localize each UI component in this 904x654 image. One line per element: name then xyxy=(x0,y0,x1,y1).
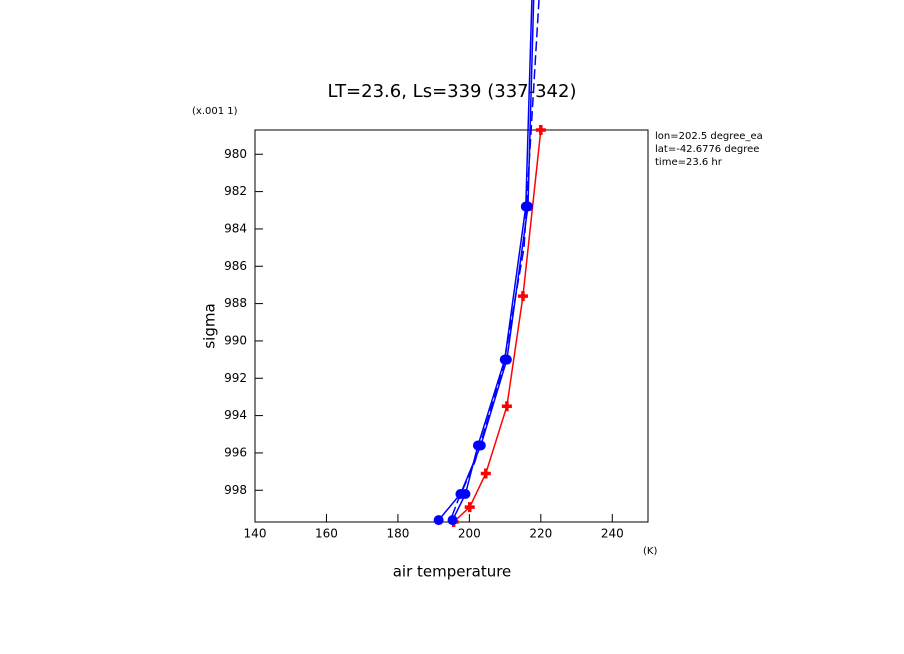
series-line xyxy=(438,0,535,521)
y-axis-label: sigma xyxy=(201,303,219,348)
x-axis-label: air temperature xyxy=(393,563,512,581)
x-tick-label: 160 xyxy=(315,527,338,541)
marker xyxy=(535,125,546,135)
x-tick-label: 220 xyxy=(529,527,552,541)
x-tick-label: 240 xyxy=(601,527,624,541)
marker xyxy=(501,401,512,412)
x-unit: (K) xyxy=(643,546,657,557)
x-tick-label: 180 xyxy=(386,527,409,541)
y-tick-label: 982 xyxy=(224,184,247,198)
annotation: time=23.6 hr xyxy=(655,157,723,168)
plot-frame xyxy=(254,129,649,523)
y-tick-label: 992 xyxy=(224,371,247,385)
marker xyxy=(464,502,475,513)
annotation: lat=-42.6776 degree xyxy=(655,144,759,155)
x-tick-label: 200 xyxy=(458,527,481,541)
series-line xyxy=(449,0,540,523)
y-tick-label: 998 xyxy=(224,483,247,497)
series-line xyxy=(453,129,542,523)
chart-title: LT=23.6, Ls=339 (337-342) xyxy=(328,81,577,102)
marker xyxy=(447,515,458,526)
marker xyxy=(520,201,531,212)
marker xyxy=(517,291,528,302)
y-tick-label: 988 xyxy=(224,296,247,310)
marker xyxy=(480,468,491,479)
annotation: lon=202.5 degree_ea xyxy=(655,131,763,142)
y-tick-label: 996 xyxy=(224,445,247,459)
y-unit: (x.001 1) xyxy=(192,106,238,117)
x-tick-label: 140 xyxy=(244,527,267,541)
y-tick-label: 984 xyxy=(224,221,247,235)
marker xyxy=(460,489,471,499)
y-tick-label: 994 xyxy=(224,408,247,422)
marker xyxy=(499,354,510,365)
y-tick-label: 980 xyxy=(224,147,247,161)
y-tick-label: 990 xyxy=(224,333,247,347)
y-tick-label: 986 xyxy=(224,259,247,273)
marker xyxy=(433,515,444,526)
